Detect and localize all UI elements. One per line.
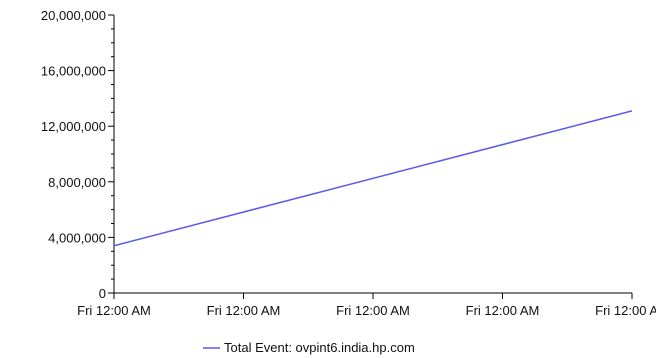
- y-tick-label: 20,000,000: [41, 8, 106, 23]
- y-axis: 0 4,000,000 8,000,000 12,000,000 16,000,000 2…: [41, 8, 115, 301]
- x-tick-label: Fri 12:00 AM: [336, 303, 410, 318]
- y-tick-label: 0: [99, 286, 106, 301]
- y-tick-label: 12,000,000: [41, 119, 106, 134]
- y-tick-label: 4,000,000: [48, 230, 106, 245]
- series-line: [113, 110, 633, 247]
- x-tick-label: Fri 12:00 AM: [207, 303, 281, 318]
- plot-area: [113, 110, 633, 247]
- legend-label: Total Event: ovpint6.india.hp.com: [224, 340, 415, 355]
- x-tick-label: Fri 12:00 AM: [77, 303, 151, 318]
- x-tick-label: Fri 12:00 AM: [466, 303, 540, 318]
- x-axis: Fri 12:00 AM Fri 12:00 AM Fri 12:00 AM Fri …: [77, 292, 656, 318]
- x-tick-label: Fri 12:00 AM: [595, 303, 656, 318]
- y-tick-label: 16,000,000: [41, 64, 106, 79]
- y-tick-label: 8,000,000: [48, 175, 106, 190]
- legend: Total Event: ovpint6.india.hp.com: [203, 340, 415, 355]
